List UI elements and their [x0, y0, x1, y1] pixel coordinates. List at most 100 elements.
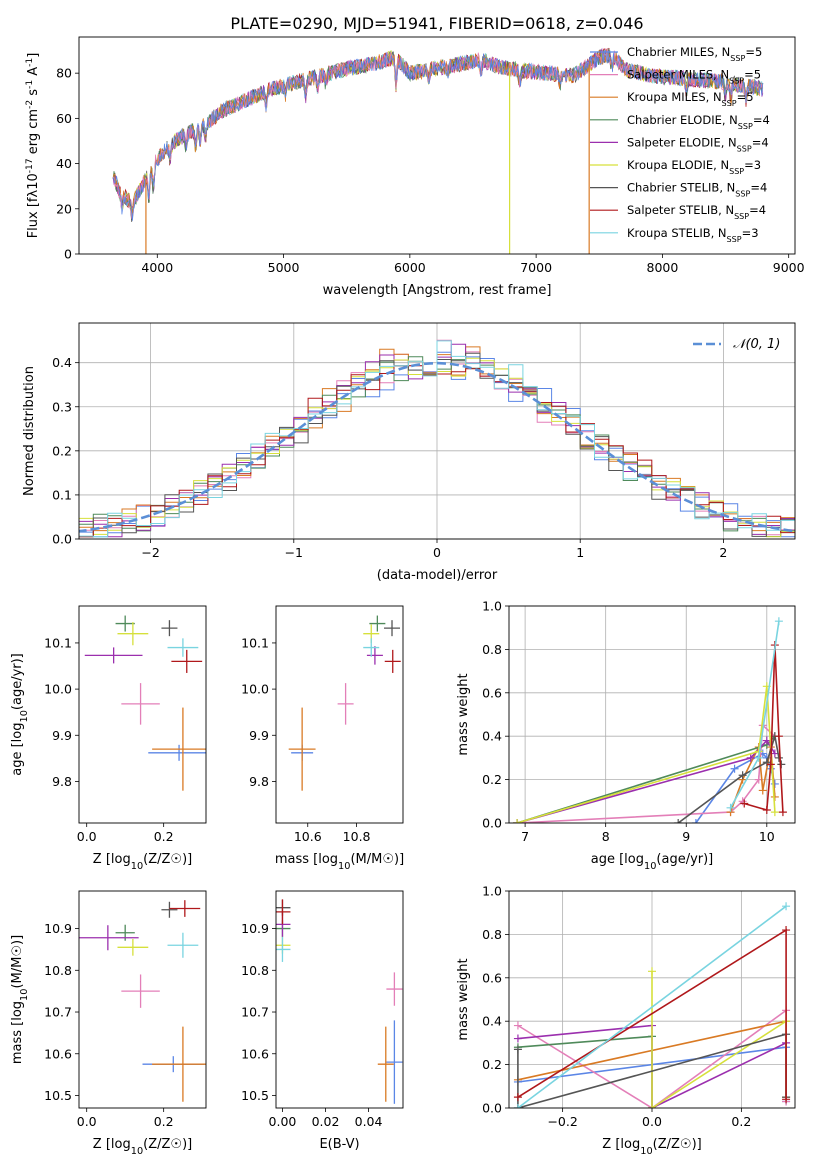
- spectrum-legend-label-sub: SSP: [735, 189, 750, 198]
- weight-vs-age-marker: [762, 758, 771, 767]
- mass-vs-ebv-ytick-label: 10.9: [241, 921, 269, 936]
- mass-vs-ebv-point-salpeter-stelib: [276, 899, 291, 925]
- residuals-xtick-label: 0: [433, 545, 441, 560]
- age-vs-z-ytick-label: 9.9: [52, 728, 72, 743]
- weight-vs-z-ytick-label: 1.0: [482, 884, 502, 899]
- mass-vs-z-xlabel-sub: 10: [131, 1146, 143, 1157]
- mass-vs-z-ytick-label: 10.9: [44, 921, 72, 936]
- weight-vs-z-xlabel-part: (Z/Z☉)]: [653, 1137, 702, 1152]
- age-vs-z-point-chabrier-miles: [148, 744, 206, 761]
- weight-vs-z-ytick-label: 0.0: [482, 1101, 502, 1116]
- spectrum-legend-label-part: Kroupa MILES, N: [627, 90, 722, 104]
- weight-vs-age-marker: [770, 779, 779, 788]
- spectrum-legend-label-part: =4: [749, 203, 766, 217]
- spectrum-xtick-label: 6000: [394, 260, 426, 275]
- weight-vs-age-series-salpeter-stelib: [740, 641, 787, 817]
- weight-vs-z-xtick-label: 0.2: [731, 1114, 751, 1129]
- mass-vs-z-plot-area: [79, 900, 206, 1102]
- age-vs-z-point-salpeter-elodie: [84, 647, 143, 664]
- weight-vs-age-marker: [762, 805, 771, 814]
- figure-title: PLATE=0290, MJD=51941, FIBERID=0618, z=0…: [230, 14, 643, 33]
- weight-vs-z-ylabel: mass weight: [456, 958, 471, 1040]
- mass-vs-z-ylabel: mass [log10(M/M☉)]: [10, 935, 30, 1064]
- spectrum-ylabel-part: s: [26, 89, 41, 100]
- weight-vs-age-marker: [774, 732, 783, 741]
- spectrum-xlabel-part: wavelength [Angstrom, rest frame]: [323, 283, 552, 298]
- mass-vs-ebv-ytick-label: 10.6: [241, 1046, 269, 1061]
- weight-vs-z-marker: [782, 902, 791, 911]
- weight-vs-z-marker: [513, 1045, 522, 1054]
- mass-vs-z-ylabel-sub: 10: [19, 989, 30, 1001]
- residuals-ylabel-part: Normed distribution: [22, 366, 37, 496]
- residuals-ytick-label: 0.3: [52, 399, 72, 414]
- weight-vs-z-xlabel-sub: 10: [640, 1146, 652, 1157]
- residuals-ylabel: Normed distribution: [22, 366, 37, 496]
- age-vs-z-point-kroupa-miles: [152, 707, 206, 791]
- mass-vs-ebv-ytick-label: 10.7: [241, 1005, 269, 1020]
- weight-vs-z-xtick-label: −0.2: [547, 1114, 577, 1129]
- spectrum-xtick-label: 4000: [141, 260, 173, 275]
- spectrum-legend-label-sub: SSP: [729, 167, 744, 176]
- spectrum-legend-label-part: Chabrier MILES, N: [627, 45, 730, 59]
- weight-vs-age-ylabel: mass weight: [456, 673, 471, 755]
- mass-vs-z-xlabel-part: Z [: [93, 1137, 111, 1152]
- mass-vs-z-xlabel-part: log: [111, 1137, 131, 1152]
- age-vs-z-point-chabrier-stelib: [161, 620, 178, 637]
- residuals-panel: −2 −1 0 1 2 0.0 0.1 0.2 0.3 0.4 𝒩(0, 1) (data-model…: [22, 322, 796, 583]
- mass-vs-z-xlabel: Z [log10(Z/Z☉)]: [93, 1137, 192, 1157]
- age-vs-z-point-kroupa-elodie: [117, 622, 149, 646]
- spectrum-ylabel-part: Flux [fλ10: [26, 173, 41, 238]
- weight-vs-age-xlabel-part: age [: [591, 852, 624, 867]
- weight-vs-z-ytick-label: 0.2: [482, 1057, 502, 1072]
- age-vs-z-ylabel: age [log10(age/yr)]: [10, 653, 30, 776]
- weight-vs-age-grid: [509, 605, 795, 824]
- weight-vs-age-xlabel-part: log: [624, 852, 644, 867]
- mass-vs-z-point-salpeter-stelib: [169, 900, 201, 917]
- spectrum-legend-label: Salpeter ELODIE, NSSP=4: [627, 135, 769, 153]
- weight-vs-age-marker: [774, 617, 783, 626]
- weight-vs-age-series-salpeter-elodie: [513, 736, 779, 823]
- spectrum-legend-label-sub: SSP: [738, 121, 753, 130]
- residuals-normal-curve: [79, 361, 795, 533]
- age-vs-z-ylabel-sub: 10: [19, 710, 30, 722]
- spectrum-frame: [78, 36, 796, 255]
- spectrum-xtick-label: 9000: [773, 260, 805, 275]
- age-vs-z-panel: 0.0 0.29.89.910.010.1Z [log10(Z/Z☉)]age […: [10, 605, 207, 872]
- mass-vs-z-ylabel-part: mass [: [10, 1021, 25, 1064]
- age-vs-z-point-salpeter-miles: [121, 683, 160, 725]
- weight-vs-age-marker: [758, 786, 767, 795]
- spectrum-legend-label: Chabrier MILES, NSSP=5: [627, 45, 762, 63]
- weight-vs-z-series-chabrier-elodie: [513, 1032, 656, 1108]
- weight-vs-age-marker: [674, 819, 683, 823]
- weight-vs-z-marker: [648, 1104, 656, 1108]
- mass-vs-ebv-frame: [275, 890, 404, 1109]
- spectrum-ytick-label: 0: [64, 247, 72, 262]
- age-vs-z-ytick-label: 9.8: [52, 774, 72, 789]
- age-vs-mass-ytick-label: 9.8: [249, 774, 269, 789]
- spectrum-legend-label-part: =4: [753, 113, 770, 127]
- spectrum-legend-label-part: =5: [744, 68, 761, 82]
- weight-vs-z-line: [517, 1035, 653, 1108]
- age-vs-z-point-salpeter-stelib: [171, 649, 203, 673]
- weight-vs-age-marker: [746, 753, 755, 762]
- weight-vs-age-ytick-label: 0.0: [482, 816, 502, 831]
- age-vs-mass-xlabel-part: log: [318, 852, 338, 867]
- weight-vs-z-marker: [648, 967, 656, 976]
- residuals-xtick-label: 1: [576, 545, 584, 560]
- spectrum-legend-label-part: Salpeter MILES, N: [627, 68, 729, 82]
- spectrum-legend-label-part: =4: [750, 181, 767, 195]
- weight-vs-z-xlabel-part: Z [: [602, 1137, 620, 1152]
- age-vs-z-xlabel-part: Z [: [93, 852, 111, 867]
- age-vs-mass-xlabel-sub: 10: [338, 861, 350, 872]
- weight-vs-age-series-chabrier-miles: [691, 749, 779, 823]
- spectrum-xlabel: wavelength [Angstrom, rest frame]: [323, 283, 552, 298]
- residuals-xtick-label: −2: [141, 545, 159, 560]
- weight-vs-age-ytick-label: 0.6: [482, 685, 502, 700]
- weight-vs-age-frame: [508, 605, 796, 824]
- spectrum-legend-label: Salpeter STELIB, NSSP=4: [627, 203, 766, 221]
- age-vs-z-xlabel: Z [log10(Z/Z☉)]: [93, 852, 192, 872]
- mass-vs-ebv-ytick-label: 10.5: [241, 1088, 269, 1103]
- residuals-xtick-label: −1: [285, 545, 303, 560]
- spectrum-legend-label-sub: SSP: [727, 234, 742, 243]
- age-vs-z-ytick-label: 10.1: [44, 635, 72, 650]
